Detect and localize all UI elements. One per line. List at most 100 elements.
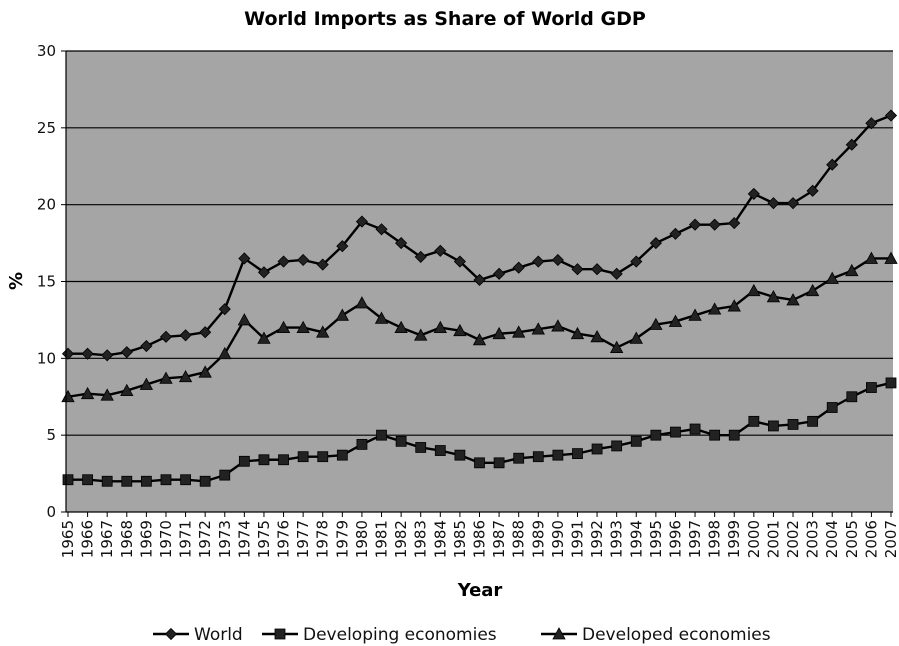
developing-economies-point — [807, 415, 819, 427]
x-tick-label: 1975 — [255, 520, 273, 558]
developing-economies-point — [611, 440, 623, 452]
x-tick-label: 1991 — [568, 520, 586, 558]
world-point — [884, 109, 898, 122]
developed-economies-point — [668, 314, 683, 327]
world-point — [493, 267, 506, 280]
legend-item-developed-economies: Developed economies — [541, 625, 771, 645]
world-point — [336, 240, 349, 253]
developing-economies-point — [768, 420, 779, 432]
world-point — [140, 339, 153, 353]
world-point — [355, 215, 368, 228]
x-tick-label: 1994 — [627, 520, 645, 558]
x-tick-label: 1972 — [196, 520, 214, 558]
world-point — [826, 158, 839, 171]
developed-economies-point — [218, 346, 232, 360]
x-tick-label: 1973 — [216, 520, 234, 558]
world-point — [688, 218, 702, 231]
x-tick-label: 1993 — [608, 520, 626, 558]
developing-economies-point — [572, 448, 583, 460]
legend-item-world: World — [153, 625, 243, 645]
legend-label: Developed economies — [582, 625, 771, 645]
world-point — [610, 267, 623, 280]
world-point — [845, 138, 858, 151]
world-point — [728, 217, 741, 230]
developed-economies-point — [845, 263, 859, 277]
developing-economies-point — [885, 377, 897, 389]
developed-economies-point — [237, 313, 252, 326]
developed-economies-point — [551, 319, 565, 332]
legend-label: World — [194, 625, 243, 645]
world-point — [159, 330, 173, 343]
developed-economies-point — [805, 283, 820, 297]
world-point — [218, 303, 231, 316]
y-tick-label: 20 — [37, 196, 56, 214]
developing-economies-point — [121, 475, 133, 487]
developed-economies-point — [864, 251, 879, 264]
y-tick-label: 25 — [37, 119, 56, 137]
world-point — [473, 273, 486, 287]
developing-economies-point — [336, 449, 348, 461]
developing-economies-point — [728, 429, 740, 441]
developed-economies-point — [61, 389, 75, 403]
developing-economies-point — [376, 429, 387, 441]
x-tick-label: 2001 — [764, 520, 782, 558]
developing-economies-point — [356, 438, 368, 450]
developing-economies-point — [650, 429, 662, 441]
x-tick-label: 1970 — [157, 520, 175, 558]
developing-economies-point — [846, 391, 858, 403]
developing-economies-point — [474, 457, 485, 469]
world-point — [786, 197, 800, 210]
world-point — [257, 266, 271, 279]
developing-economies-point — [630, 435, 642, 447]
world-point — [532, 255, 545, 268]
x-tick-label: 1998 — [706, 520, 724, 558]
world-point — [512, 261, 525, 274]
developing-economies-point — [297, 451, 309, 463]
developing-economies-point — [199, 475, 211, 487]
developed-economies-point — [590, 329, 604, 343]
x-tick-label: 1982 — [392, 520, 410, 558]
world-point — [316, 258, 329, 271]
developed-economies-point — [747, 283, 761, 297]
developed-economies-point — [453, 323, 467, 337]
developing-economies-point — [866, 382, 877, 393]
x-tick-label: 2005 — [843, 520, 861, 558]
legend-marker — [164, 627, 178, 641]
developed-economies-point — [276, 320, 291, 334]
developing-economies-point — [140, 475, 152, 487]
developed-economies-point — [80, 386, 95, 400]
x-tick-label: 1979 — [333, 520, 351, 558]
developing-economies-point — [101, 475, 113, 487]
world-point — [120, 346, 133, 359]
developed-economies-point — [100, 388, 114, 401]
world-point — [277, 255, 290, 268]
developing-economies-point — [160, 474, 172, 486]
developing-economies-point — [493, 457, 505, 469]
x-tick-label: 1999 — [725, 520, 743, 558]
y-axis-label: % — [6, 272, 27, 290]
developing-economies-point — [258, 454, 270, 466]
x-axis-ticks: 1965 1966 1967 1968 1969 1970 1971 1972 1973 1974… — [59, 512, 899, 558]
world-point — [434, 244, 447, 257]
developing-economies-point — [709, 429, 721, 441]
developed-economies-point — [198, 365, 212, 378]
x-tick-label: 1985 — [451, 520, 469, 558]
x-tick-label: 1995 — [647, 520, 665, 558]
world-point — [297, 253, 310, 267]
developed-economies-point — [139, 377, 154, 390]
x-tick-label: 1986 — [471, 520, 489, 558]
legend-label: Developing economies — [303, 625, 497, 645]
x-tick-label: 1969 — [137, 520, 155, 558]
developed-economies-point — [433, 320, 447, 334]
developing-economies-point — [532, 451, 544, 463]
developed-economies-point — [884, 251, 898, 264]
x-tick-label: 1977 — [294, 520, 312, 558]
developing-economies-point — [513, 452, 525, 464]
y-tick-label: 5 — [46, 426, 56, 444]
legend: World Developing economies Developed econo… — [153, 625, 771, 645]
developing-economies-point — [787, 419, 799, 430]
y-tick-label: 30 — [37, 42, 56, 60]
developing-economies-point — [395, 435, 407, 447]
developed-economies-point — [629, 331, 643, 344]
developed-economies-point — [786, 293, 800, 306]
